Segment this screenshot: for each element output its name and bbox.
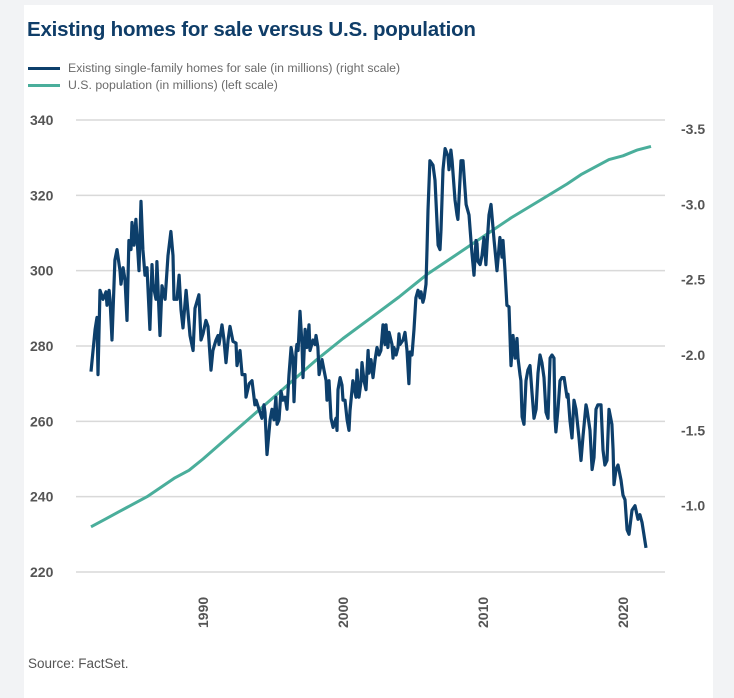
left-tick-label: 300: [30, 263, 54, 279]
left-tick-label: 260: [30, 413, 54, 429]
legend-item-homes: Existing single-family homes for sale (i…: [28, 61, 400, 75]
left-tick-label: 320: [30, 187, 54, 203]
left-tick-label: 280: [30, 338, 54, 354]
left-tick-label: 220: [30, 564, 54, 580]
right-tick-label: -1.0: [681, 498, 705, 514]
population-line: [90, 144, 652, 529]
right-tick-label: -3.5: [681, 121, 705, 137]
chart-title: Existing homes for sale versus U.S. popu…: [27, 18, 476, 41]
left-tick-label: 340: [30, 112, 54, 128]
source-note: Source: FactSet.: [28, 656, 129, 671]
legend-swatch-population: [28, 83, 60, 87]
legend-swatch-homes: [28, 66, 60, 70]
x-tick-label: 2000: [335, 597, 351, 628]
x-tick-label: 2010: [475, 597, 491, 628]
legend-item-population: U.S. population (in millions) (left scal…: [28, 78, 278, 92]
right-tick-label: -2.0: [681, 347, 705, 363]
legend-label-population: U.S. population (in millions) (left scal…: [68, 78, 278, 92]
left-tick-label: 240: [30, 489, 54, 505]
x-tick-label: 1990: [195, 597, 211, 628]
right-tick-label: -2.5: [681, 272, 705, 288]
homes-for-sale-line: [89, 147, 648, 549]
right-tick-label: -3.0: [681, 196, 705, 212]
legend-label-homes: Existing single-family homes for sale (i…: [68, 61, 401, 75]
right-tick-label: -1.5: [681, 422, 705, 438]
x-tick-label: 2020: [615, 597, 631, 628]
